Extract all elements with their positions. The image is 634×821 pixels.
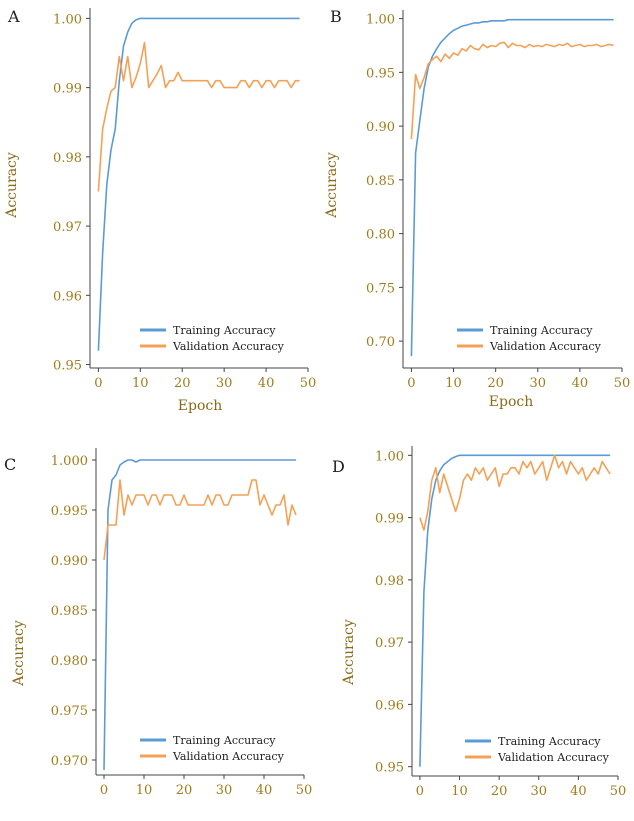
training-accuracy-line [97, 17, 300, 351]
x-axis-label: Epoch [178, 398, 222, 414]
legend-validation-label: Validation Accuracy [172, 340, 285, 353]
y-tick-label: 0.80 [366, 228, 395, 243]
legend-training-label: Training Accuracy [498, 735, 601, 748]
x-tick-label: 0 [94, 376, 102, 391]
x-tick-label: 50 [296, 783, 313, 798]
x-tick-label: 50 [614, 376, 631, 391]
y-tick-label: 0.97 [375, 636, 404, 651]
chart-panel-b: B 0.70 0.75 0.80 0.85 0.90 0.95 1.00 0 10 20 30 40 50… [317, 0, 634, 420]
legend-training-label: Training Accuracy [173, 324, 276, 337]
y-tick-label: 0.980 [51, 654, 88, 669]
x-tick-label: 20 [176, 783, 193, 798]
y-tick-label: 0.975 [51, 704, 88, 719]
x-tick-label: 20 [491, 784, 508, 799]
validation-accuracy-line [410, 41, 614, 140]
y-tick-label: 0.98 [375, 574, 404, 589]
x-tick-label: 30 [529, 376, 546, 391]
y-tick-label: 1.00 [366, 13, 395, 28]
chart-c-svg: C 0.970 0.975 0.980 0.985 0.990 0.995 1.000 0 10 2… [4, 448, 313, 798]
panel-label: A [7, 7, 20, 26]
x-tick-label: 50 [300, 376, 317, 391]
y-tick-label: 0.95 [53, 359, 82, 374]
y-tick-label: 1.000 [51, 454, 88, 469]
validation-accuracy-line [103, 479, 297, 561]
chart-b-svg: B 0.70 0.75 0.80 0.85 0.90 0.95 1.00 0 10 20 30 40 50… [324, 7, 631, 410]
chart-panel-d: D 0.95 0.96 0.97 0.98 0.99 1.00 0 10 20 30 40 50 Accu… [317, 420, 634, 817]
x-tick-label: 40 [258, 376, 275, 391]
x-tick-label: 40 [572, 376, 589, 391]
y-tick-label: 0.96 [53, 289, 82, 304]
y-tick-label: 0.75 [366, 281, 395, 296]
x-tick-label: 10 [451, 784, 468, 799]
y-tick-label: 0.990 [51, 554, 88, 569]
x-tick-label: 10 [136, 783, 153, 798]
x-tick-label: 40 [256, 783, 273, 798]
y-tick-label: 0.970 [51, 754, 88, 769]
training-accuracy-line [103, 459, 296, 771]
x-tick-label: 10 [445, 376, 462, 391]
y-tick-label: 1.00 [53, 12, 82, 27]
chart-d-svg: D 0.95 0.96 0.97 0.98 0.99 1.00 0 10 20 30 40 50 Accu… [332, 446, 627, 799]
x-tick-label: 20 [487, 376, 504, 391]
training-accuracy-line [410, 18, 614, 357]
validation-accuracy-line [419, 454, 611, 531]
y-tick-label: 0.85 [366, 174, 395, 189]
y-tick-label: 0.97 [53, 220, 82, 235]
legend-training-label: Training Accuracy [490, 324, 593, 337]
x-tick-label: 20 [174, 376, 191, 391]
legend-validation-label: Validation Accuracy [172, 750, 285, 763]
panel-label: D [332, 457, 345, 476]
y-axis-label: Accuracy [4, 152, 20, 219]
y-tick-label: 0.99 [375, 512, 404, 527]
x-tick-label: 30 [216, 783, 233, 798]
x-tick-label: 30 [216, 376, 233, 391]
y-tick-label: 0.96 [375, 698, 404, 713]
y-tick-label: 0.70 [366, 335, 395, 350]
x-tick-label: 0 [100, 783, 108, 798]
y-tick-label: 0.985 [51, 604, 88, 619]
y-axis-label: Accuracy [341, 619, 357, 686]
x-tick-label: 40 [570, 784, 587, 799]
y-tick-label: 0.98 [53, 151, 82, 166]
x-tick-label: 0 [416, 784, 424, 799]
legend-validation-label: Validation Accuracy [489, 340, 602, 353]
legend-validation-label: Validation Accuracy [497, 751, 610, 764]
y-tick-label: 0.90 [366, 120, 395, 135]
y-tick-label: 1.00 [375, 449, 404, 464]
x-axis-label: Epoch [489, 394, 533, 410]
y-tick-label: 0.95 [375, 761, 404, 776]
y-axis-label: Accuracy [11, 620, 27, 687]
y-axis-label: Accuracy [324, 152, 340, 219]
y-tick-label: 0.99 [53, 82, 82, 97]
validation-accuracy-line [97, 41, 300, 192]
panel-label: C [4, 455, 16, 474]
chart-panel-a: A 0.95 0.96 0.97 0.98 0.99 1.00 0 10 20 30 40 50 Accu… [0, 0, 317, 420]
x-tick-label: 0 [407, 376, 415, 391]
chart-a-svg: A 0.95 0.96 0.97 0.98 0.99 1.00 0 10 20 30 40 50 Accu… [4, 7, 317, 414]
panel-label: B [330, 7, 342, 26]
y-tick-label: 0.995 [51, 504, 88, 519]
legend-training-label: Training Accuracy [173, 734, 276, 747]
x-tick-label: 10 [132, 376, 149, 391]
training-accuracy-line [419, 454, 611, 767]
x-tick-label: 50 [610, 784, 627, 799]
y-tick-label: 0.95 [366, 66, 395, 81]
x-tick-label: 30 [530, 784, 547, 799]
chart-panel-c: C 0.970 0.975 0.980 0.985 0.990 0.995 1.000 0 10 2… [0, 420, 317, 817]
